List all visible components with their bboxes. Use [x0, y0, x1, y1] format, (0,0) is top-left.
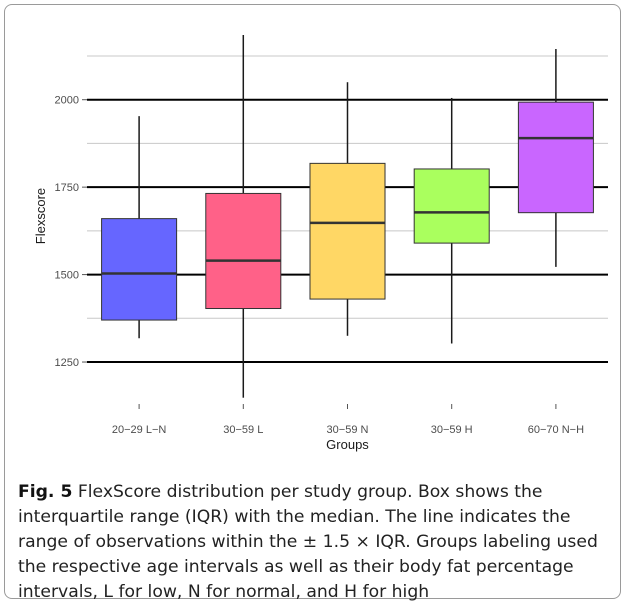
box-group: [413, 97, 490, 344]
caption-label: Fig. 5: [18, 482, 73, 502]
x-tick-label: 30−59 H: [431, 424, 473, 436]
box-group: [517, 48, 594, 267]
y-tick-label: 1750: [55, 182, 79, 194]
boxplot-chart: 1250 1500 1750 2000 20−29 L−N 30−59 L 30−59 N…: [33, 34, 608, 452]
x-axis-label: Groups: [326, 437, 369, 452]
y-tick-label: 1250: [55, 357, 79, 369]
figure-caption: Fig. 5 FlexScore distribution per study …: [18, 480, 613, 605]
iqr-box: [413, 168, 490, 244]
y-tick-label: 2000: [55, 95, 79, 107]
y-tick-label: 1500: [55, 270, 79, 282]
y-tick-labels: 1250 1500 1750 2000: [55, 95, 87, 369]
iqr-box: [517, 101, 594, 214]
x-tick-label: 20−29 L−N: [112, 424, 166, 436]
iqr-box: [101, 218, 178, 321]
box-group: [101, 116, 178, 339]
iqr-box: [205, 192, 282, 310]
x-tick-label: 30−59 N: [327, 424, 369, 436]
caption-text: FlexScore distribution per study group. …: [18, 482, 598, 602]
x-tick-label: 30−59 L: [223, 424, 263, 436]
y-axis-label: Flexscore: [33, 188, 48, 244]
iqr-box: [309, 162, 386, 300]
box-group: [205, 34, 282, 398]
x-tick-labels: 20−29 L−N 30−59 L 30−59 N 30−59 H 60−70 N−H: [112, 404, 584, 436]
x-tick-label: 60−70 N−H: [528, 424, 584, 436]
boxes: [101, 34, 594, 398]
box-group: [309, 82, 386, 336]
